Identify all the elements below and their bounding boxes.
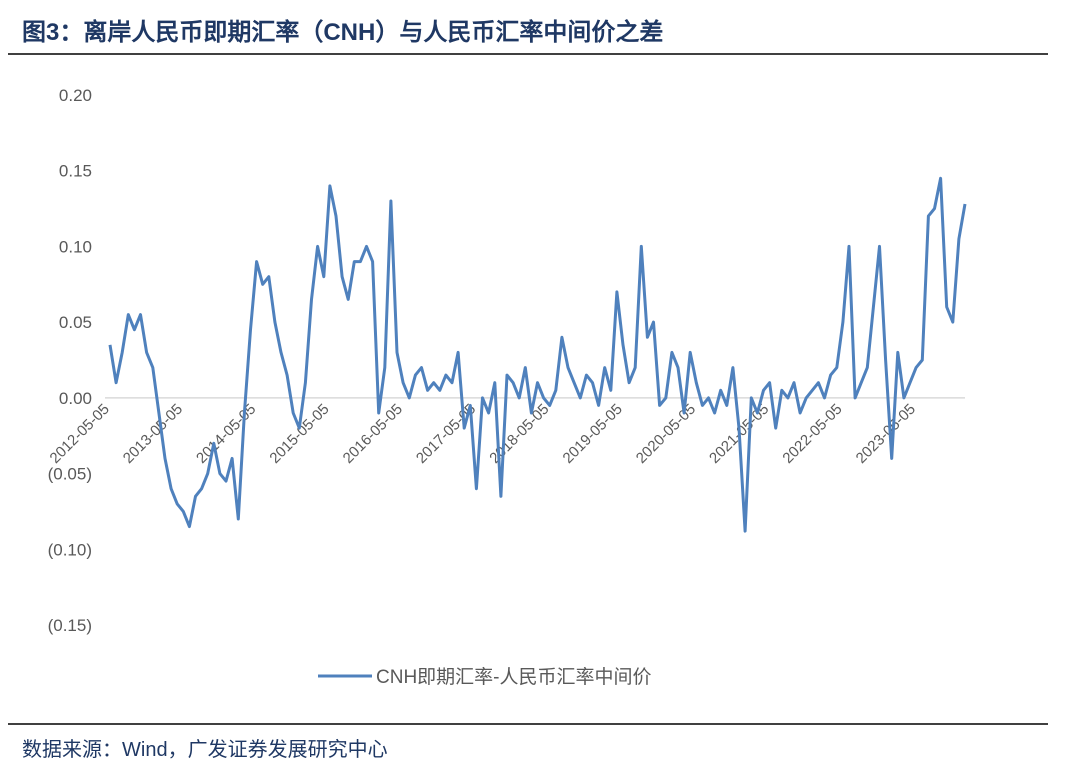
data-line [108, 176, 967, 533]
x-tick-label: 2012-05-05 [47, 401, 113, 467]
y-tick-label: 0.20 [59, 86, 92, 105]
x-tick-label: 2020-05-05 [633, 401, 699, 467]
y-tick-label: (0.05) [48, 465, 92, 484]
x-tick-label: 2014-05-05 [193, 401, 259, 467]
x-tick-label: 2023-05-05 [853, 401, 919, 467]
x-tick-label: 2019-05-05 [560, 401, 626, 467]
y-tick-label: 0.10 [59, 237, 92, 256]
x-tick-label: 2016-05-05 [340, 401, 406, 467]
chart-title: 图3：离岸人民币即期汇率（CNH）与人民币汇率中间价之差 [22, 18, 663, 46]
y-tick-label: 0.15 [59, 162, 92, 181]
source: 数据来源：Wind，广发证券发展研究中心 [22, 738, 388, 761]
legend-label: CNH即期汇率-人民币汇率中间价 [376, 666, 652, 688]
y-tick-label: (0.15) [48, 616, 92, 635]
y-tick-label: 0.05 [59, 313, 92, 332]
x-tick-label: 2022-05-05 [779, 401, 845, 467]
x-tick-label: 2013-05-05 [120, 401, 186, 467]
x-tick-label: 2015-05-05 [266, 401, 332, 467]
y-tick-label: 0.00 [59, 389, 92, 408]
y-tick-label: (0.10) [48, 540, 92, 559]
